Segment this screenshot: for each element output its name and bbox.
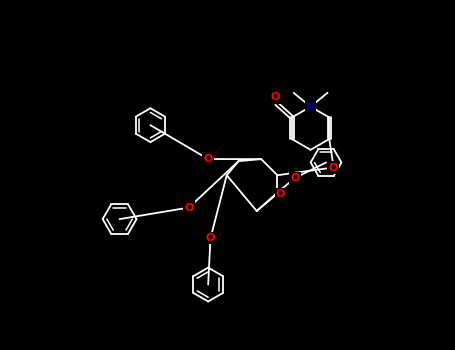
Text: O: O — [270, 92, 280, 103]
Text: O: O — [203, 154, 213, 164]
Text: O: O — [291, 173, 300, 183]
Text: N: N — [306, 102, 315, 112]
Text: O: O — [206, 233, 215, 243]
Text: O: O — [276, 189, 285, 199]
Text: O: O — [329, 162, 338, 173]
Text: O: O — [184, 203, 193, 212]
